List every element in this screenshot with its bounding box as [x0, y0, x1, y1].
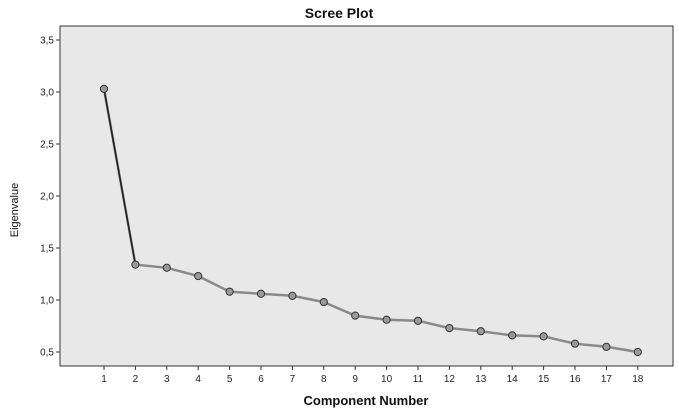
y-axis-title: Eigenvalue [9, 183, 21, 237]
data-point [414, 317, 421, 324]
y-tick-label: 3,5 [40, 36, 54, 47]
data-point [132, 261, 139, 268]
x-axis: 1 2 3 4 5 6 7 8 9 10 11 12 13 14 15 16 17 18 [101, 366, 644, 385]
x-tick-label: 7 [290, 374, 296, 385]
x-axis-title: Component Number [304, 393, 429, 408]
x-tick-label: 5 [227, 374, 233, 385]
x-tick-label: 14 [507, 374, 519, 385]
x-tick-label: 13 [475, 374, 487, 385]
y-tick-label: 3,0 [40, 88, 54, 99]
y-tick-label: 1,0 [40, 296, 54, 307]
data-point [446, 324, 453, 331]
data-point [289, 292, 296, 299]
x-tick-label: 8 [321, 374, 327, 385]
data-point [163, 264, 170, 271]
data-point [603, 343, 610, 350]
data-point [226, 288, 233, 295]
x-tick-label: 16 [569, 374, 581, 385]
data-point [571, 340, 578, 347]
data-point [100, 85, 107, 92]
x-tick-label: 15 [538, 374, 550, 385]
x-tick-label: 6 [258, 374, 264, 385]
x-tick-label: 9 [352, 374, 358, 385]
data-point [352, 312, 359, 319]
data-point [195, 272, 202, 279]
x-tick-label: 2 [133, 374, 139, 385]
chart-title: Scree Plot [305, 5, 374, 21]
y-tick-label: 2,0 [40, 192, 54, 203]
data-point [383, 316, 390, 323]
x-tick-label: 3 [164, 374, 170, 385]
x-tick-label: 18 [632, 374, 644, 385]
x-tick-label: 4 [195, 374, 201, 385]
data-point [257, 290, 264, 297]
x-tick-label: 12 [444, 374, 456, 385]
x-tick-label: 1 [101, 374, 107, 385]
data-point [634, 348, 641, 355]
y-axis: 0,5 1,0 1,5 2,0 2,5 3,0 3,5 [40, 36, 60, 359]
y-tick-label: 0,5 [40, 348, 54, 359]
x-tick-label: 11 [413, 374, 424, 385]
y-tick-label: 1,5 [40, 244, 54, 255]
plot-area [60, 26, 673, 366]
data-point [477, 328, 484, 335]
x-tick-label: 10 [381, 374, 393, 385]
data-point [509, 332, 516, 339]
y-tick-label: 2,5 [40, 140, 54, 151]
data-point [320, 298, 327, 305]
data-point [540, 333, 547, 340]
x-tick-label: 17 [601, 374, 613, 385]
